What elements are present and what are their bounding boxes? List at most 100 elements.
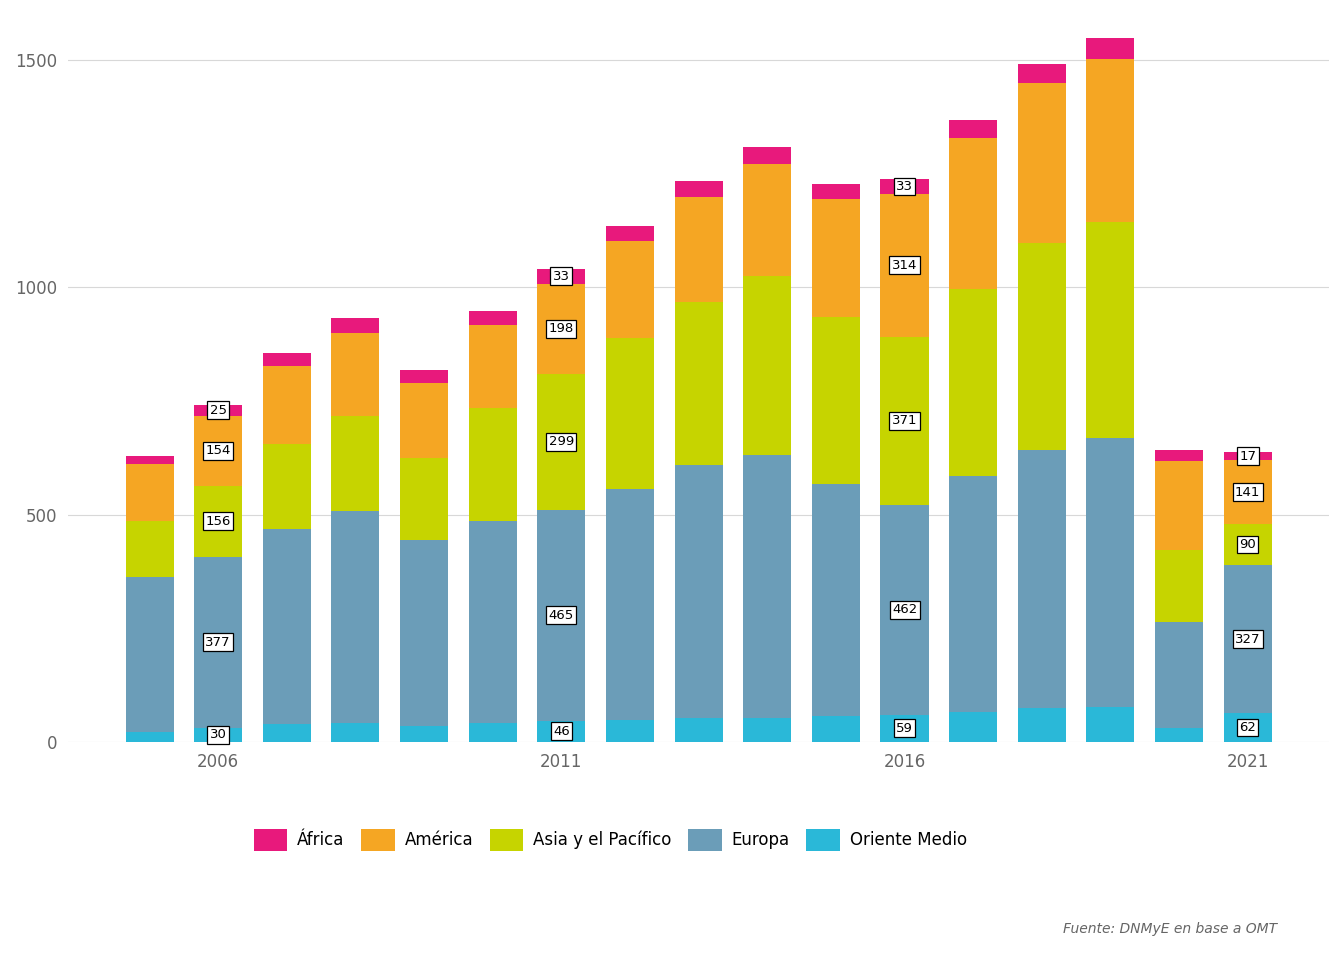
Text: 154: 154 [206,444,231,458]
Bar [1223,452,1271,460]
Bar [949,137,997,289]
Bar [401,383,448,458]
Bar [125,732,173,741]
Bar [194,557,242,728]
Bar [880,337,929,505]
Bar [538,373,586,510]
Text: 465: 465 [548,609,574,622]
Bar [1154,622,1203,729]
Bar [606,226,655,241]
Bar [1154,729,1203,741]
Text: 198: 198 [548,323,574,335]
Bar [606,241,655,338]
Bar [812,484,860,716]
Bar [538,721,586,741]
Bar [194,486,242,557]
Bar [263,529,310,725]
Bar [606,489,655,720]
Bar [263,725,310,741]
Text: 25: 25 [210,404,227,417]
Bar [401,540,448,726]
Text: 462: 462 [892,604,917,616]
Bar [469,724,516,741]
Bar [949,289,997,476]
Bar [606,720,655,741]
Bar [263,353,310,366]
Bar [194,416,242,486]
Bar [263,444,310,529]
Bar [949,120,997,137]
Bar [1086,438,1134,708]
Text: 327: 327 [1235,633,1261,646]
Bar [1154,462,1203,550]
Text: 371: 371 [892,415,917,427]
Bar [1154,449,1203,462]
Bar [812,716,860,741]
Bar [743,276,792,455]
Bar [469,408,516,521]
Bar [812,200,860,317]
Bar [401,458,448,540]
Bar [880,505,929,715]
Bar [743,455,792,717]
Text: 33: 33 [552,270,570,283]
Bar [1086,59,1134,222]
Bar [949,476,997,712]
Bar [538,284,586,373]
Bar [401,370,448,383]
Bar [880,715,929,741]
Bar [1154,550,1203,622]
Bar [675,181,723,197]
Text: 33: 33 [896,180,913,193]
Bar [1086,222,1134,438]
Bar [125,456,173,464]
Bar [1017,708,1066,741]
Bar [469,325,516,408]
Bar [125,464,173,521]
Bar [125,577,173,732]
Bar [675,197,723,302]
Bar [1017,449,1066,708]
Bar [332,417,379,511]
Bar [1017,64,1066,84]
Bar [1223,460,1271,524]
Bar [880,194,929,337]
Text: 17: 17 [1239,449,1257,463]
Bar [1223,564,1271,713]
Bar [332,319,379,333]
Bar [743,717,792,741]
Bar [812,317,860,484]
Bar [880,179,929,194]
Text: 46: 46 [552,725,570,737]
Bar [1017,84,1066,243]
Bar [743,147,792,164]
Text: 299: 299 [548,435,574,448]
Bar [1223,524,1271,564]
Bar [1017,243,1066,449]
Bar [469,521,516,724]
Text: 62: 62 [1239,721,1257,734]
Bar [401,726,448,741]
Bar [606,338,655,489]
Bar [125,521,173,577]
Bar [949,712,997,741]
Text: 90: 90 [1239,538,1257,551]
Bar [743,164,792,276]
Bar [675,718,723,741]
Bar [1086,38,1134,59]
Bar [194,728,242,741]
Legend: África, América, Asia y el Pacífico, Europa, Oriente Medio: África, América, Asia y el Pacífico, Eur… [247,823,973,857]
Text: 156: 156 [206,515,231,528]
Bar [812,184,860,200]
Bar [1223,713,1271,741]
Bar [538,510,586,721]
Text: 377: 377 [206,636,231,649]
Bar [538,269,586,284]
Bar [263,366,310,444]
Text: 141: 141 [1235,486,1261,498]
Text: 314: 314 [892,259,917,272]
Bar [675,302,723,465]
Text: Fuente: DNMyE en base a OMT: Fuente: DNMyE en base a OMT [1063,922,1277,936]
Bar [194,404,242,416]
Text: 30: 30 [210,729,227,741]
